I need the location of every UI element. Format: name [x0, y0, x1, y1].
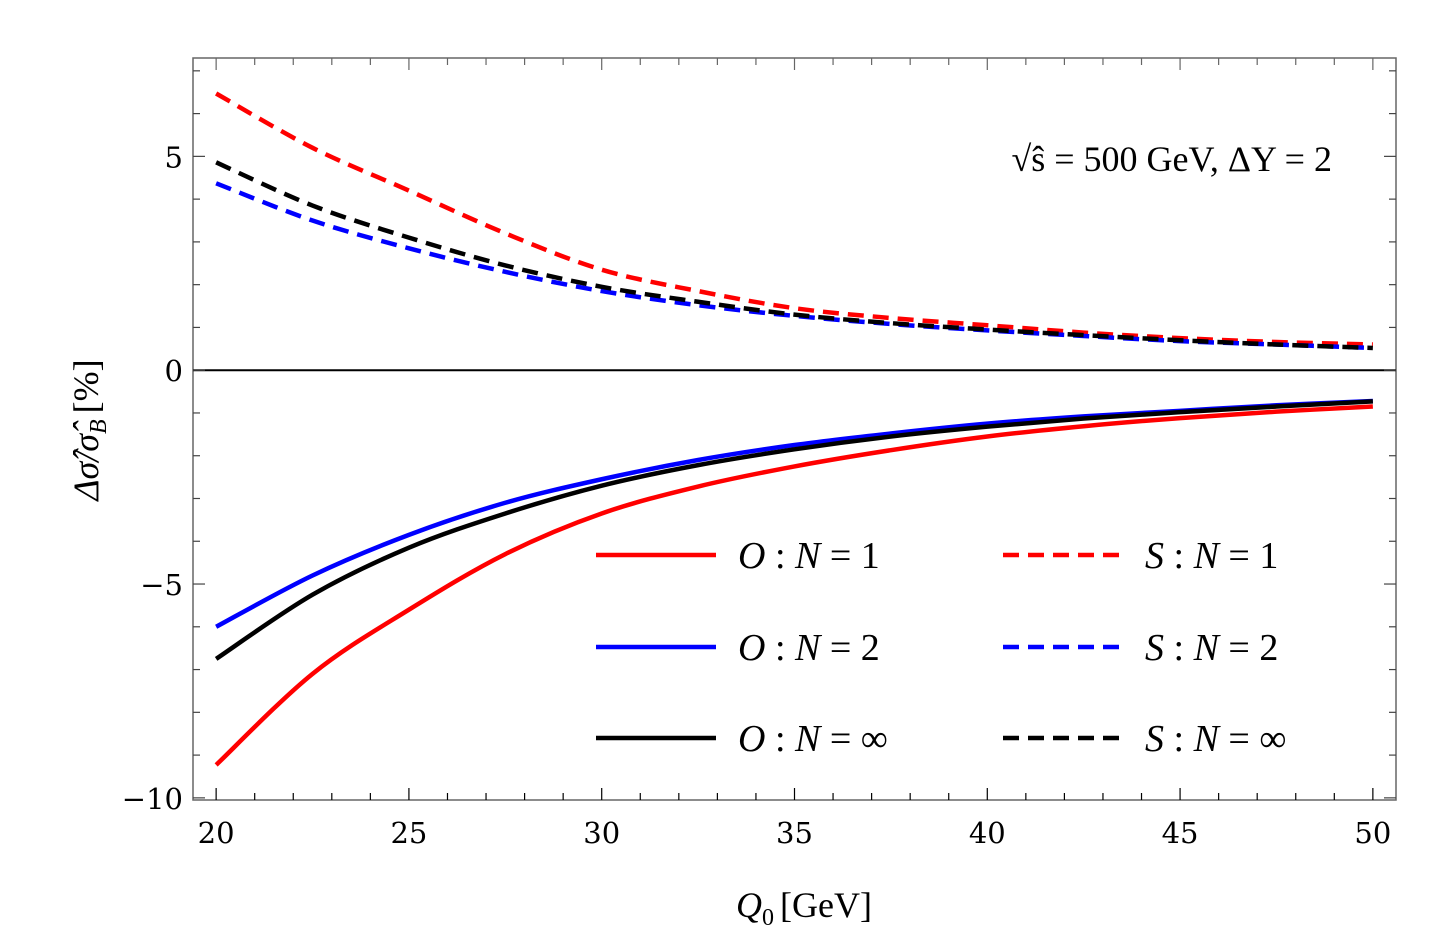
legend-label-n: N: [794, 627, 823, 669]
legend-item: O : N = 2: [596, 627, 880, 669]
legend-label-n: N: [794, 535, 823, 577]
legend-label-value: = 2: [1219, 627, 1278, 669]
legend-item: S : N = 2: [1003, 627, 1278, 669]
legend-label: O : N = 1: [738, 535, 880, 577]
legend-label-prefix: O: [738, 718, 765, 760]
axis-ticks: [193, 58, 1396, 800]
x-tick-label: 50: [1354, 816, 1391, 850]
legend-label-prefix: O: [738, 627, 765, 669]
y-axis-title-unit: [%]: [66, 359, 106, 413]
x-axis-title-sub: 0: [762, 905, 774, 931]
y-tick-labels: −10 −5 0 5: [122, 140, 183, 815]
legend-item: O : N = 1: [596, 535, 880, 577]
legend-item: S : N = ∞: [1003, 718, 1286, 760]
x-tick-label: 25: [390, 816, 427, 850]
y-axis-title: Δσ̂/σ̂B[%]: [66, 359, 112, 502]
series-line-s-n-2: [215, 181, 1373, 351]
legend-label-prefix: S: [1145, 535, 1164, 577]
legend-label-value: = 2: [820, 627, 879, 669]
legend-item: O : N = ∞: [596, 718, 888, 760]
data-curves: [214, 91, 1373, 767]
legend-label-colon: :: [765, 718, 795, 760]
legend-label-value: = ∞: [820, 718, 888, 760]
legend-label: O : N = 2: [738, 627, 880, 669]
annotation-text: √ŝ = 500 GeV, ΔY = 2: [1011, 139, 1332, 179]
legend-label-value: = 1: [1219, 535, 1278, 577]
legend-label-prefix: S: [1145, 718, 1164, 760]
legend-label: S : N = 2: [1145, 627, 1278, 669]
y-tick-label: 0: [165, 354, 183, 388]
legend-label-n: N: [1193, 535, 1222, 577]
legend-label: O : N = ∞: [738, 718, 888, 760]
legend-label: S : N = 1: [1145, 535, 1278, 577]
legend-label-prefix: S: [1145, 627, 1164, 669]
legend-label-value: = ∞: [1219, 718, 1287, 760]
svg-text:Q0[GeV]: Q0 [GeV]: [736, 885, 872, 931]
legend-label-colon: :: [1164, 535, 1194, 577]
legend-label-n: N: [1193, 718, 1222, 760]
y-tick-label: −5: [140, 568, 183, 602]
x-tick-label: 20: [198, 816, 235, 850]
x-tick-label: 30: [583, 816, 620, 850]
y-tick-label: 5: [165, 140, 183, 174]
y-tick-label: −10: [122, 782, 183, 816]
x-tick-labels: 20 25 30 35 40 45 50: [198, 816, 1392, 850]
x-axis-title-unit: [GeV]: [780, 885, 872, 925]
legend-label: S : N = ∞: [1145, 718, 1286, 760]
legend-label-colon: :: [765, 535, 795, 577]
legend-label-n: N: [1193, 627, 1222, 669]
series-line-o-n-2: [215, 398, 1373, 629]
legend-label-value: = 1: [820, 535, 879, 577]
legend-item: S : N = 1: [1003, 535, 1278, 577]
x-tick-label: 35: [776, 816, 813, 850]
series-line-o-n-1: [214, 404, 1373, 767]
series-line-o-n-: [214, 399, 1373, 661]
legend-label-colon: :: [765, 627, 795, 669]
svg-text:Δσ̂/σ̂B[%]: Δσ̂/σ̂B[%]: [66, 359, 112, 502]
x-axis-title: Q0 [GeV]: [736, 885, 872, 931]
legend-label-colon: :: [1164, 718, 1194, 760]
legend-label-colon: :: [1164, 627, 1194, 669]
x-tick-label: 45: [1162, 816, 1199, 850]
x-tick-label: 40: [969, 816, 1006, 850]
legend-label-prefix: O: [738, 535, 765, 577]
series-line-s-n-: [215, 160, 1373, 351]
legend-label-n: N: [794, 718, 823, 760]
x-axis-title-main: Q: [736, 885, 762, 925]
series-line-s-n-1: [215, 91, 1373, 347]
y-axis-title-sub: B: [86, 419, 112, 434]
